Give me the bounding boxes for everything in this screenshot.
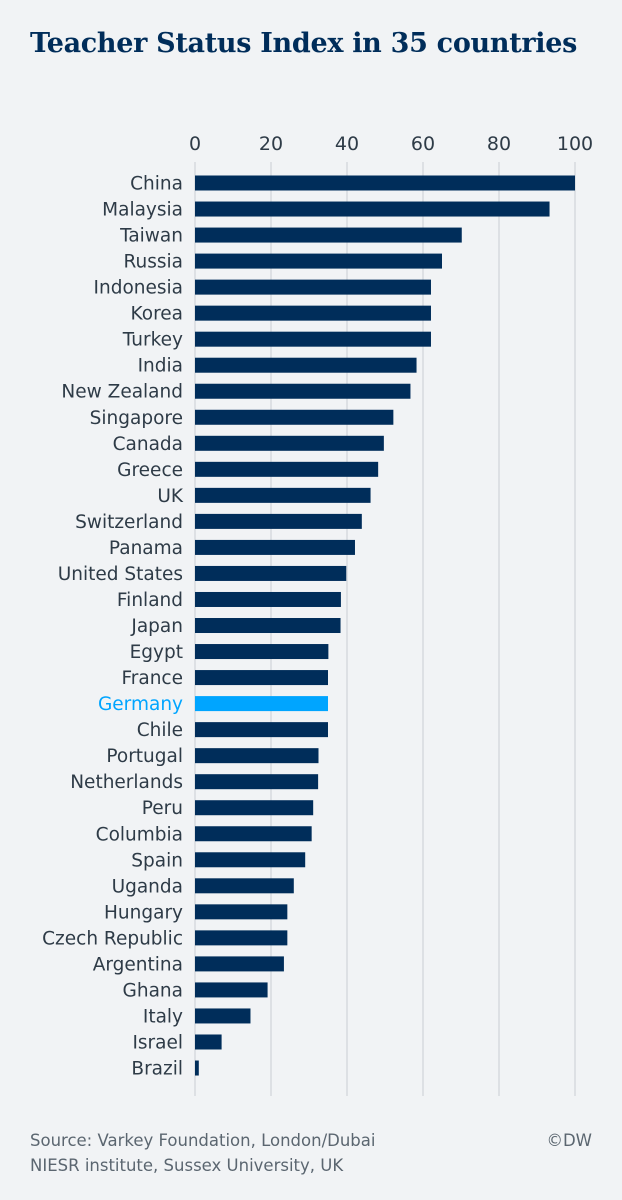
category-label-taiwan: Taiwan <box>119 226 183 247</box>
category-label-columbia: Columbia <box>96 824 183 845</box>
category-label-greece: Greece <box>117 460 183 481</box>
category-label-peru: Peru <box>142 798 183 819</box>
category-label-ghana: Ghana <box>123 980 183 1001</box>
category-label-canada: Canada <box>113 434 183 455</box>
bar-greece <box>195 461 379 477</box>
bar-czech-republic <box>195 930 288 946</box>
bar-singapore <box>195 409 394 425</box>
category-label-finland: Finland <box>117 590 183 611</box>
bar-egypt <box>195 644 329 660</box>
category-label-italy: Italy <box>143 1006 183 1027</box>
category-label-indonesia: Indonesia <box>94 278 183 299</box>
category-label-israel: Israel <box>132 1032 183 1053</box>
bar-panama <box>195 539 355 555</box>
category-label-uganda: Uganda <box>112 876 183 897</box>
source-note: Source: Varkey Foundation, London/Dubai … <box>30 1128 375 1178</box>
bar-hungary <box>195 904 288 920</box>
bar-brazil <box>195 1060 199 1076</box>
category-label-switzerland: Switzerland <box>75 512 183 533</box>
bar-new-zealand <box>195 383 411 399</box>
source-line-1: Source: Varkey Foundation, London/Dubai <box>30 1131 376 1150</box>
bar-ghana <box>195 982 268 998</box>
bar-turkey <box>195 331 431 347</box>
category-label-india: India <box>138 356 183 377</box>
category-label-hungary: Hungary <box>104 902 183 923</box>
bar-france <box>195 670 328 686</box>
bar-chile <box>195 722 328 738</box>
category-label-spain: Spain <box>131 850 183 871</box>
x-tick-label-60: 60 <box>411 133 435 155</box>
category-label-panama: Panama <box>109 538 183 559</box>
category-label-russia: Russia <box>123 252 183 273</box>
x-tick-label-20: 20 <box>259 133 283 155</box>
category-label-chile: Chile <box>137 720 183 741</box>
bar-taiwan <box>195 227 462 243</box>
x-tick-label-80: 80 <box>487 133 511 155</box>
x-tick-label-40: 40 <box>335 133 359 155</box>
bar-india <box>195 357 417 373</box>
dw-credit: ©DW <box>546 1131 592 1150</box>
category-label-germany: Germany <box>98 694 183 715</box>
bar-uganda <box>195 878 294 894</box>
x-tick-label-0: 0 <box>189 133 201 155</box>
category-label-czech-republic: Czech Republic <box>42 928 183 949</box>
bar-malaysia <box>195 201 550 217</box>
bar-argentina <box>195 956 284 972</box>
bar-united-states <box>195 565 347 581</box>
bar-korea <box>195 305 431 321</box>
bar-canada <box>195 435 384 451</box>
bar-indonesia <box>195 279 431 295</box>
category-label-uk: UK <box>157 486 184 507</box>
category-label-korea: Korea <box>131 304 183 325</box>
bar-spain <box>195 852 306 868</box>
category-label-portugal: Portugal <box>106 746 183 767</box>
category-label-japan: Japan <box>130 616 183 637</box>
bar-switzerland <box>195 513 362 529</box>
bar-columbia <box>195 826 312 842</box>
bar-portugal <box>195 748 319 764</box>
bar-netherlands <box>195 774 319 790</box>
bar-russia <box>195 253 442 269</box>
category-label-malaysia: Malaysia <box>102 200 183 221</box>
category-label-new-zealand: New Zealand <box>61 382 183 403</box>
bar-japan <box>195 618 341 634</box>
bar-finland <box>195 591 341 607</box>
category-label-turkey: Turkey <box>122 330 183 351</box>
bar-israel <box>195 1034 222 1050</box>
x-tick-label-100: 100 <box>557 133 593 155</box>
category-label-china: China <box>130 174 183 195</box>
category-label-netherlands: Netherlands <box>70 772 183 793</box>
category-label-brazil: Brazil <box>131 1059 183 1080</box>
category-label-singapore: Singapore <box>90 408 183 429</box>
bar-chart: 0 20 40 60 80 100 China Malaysia Taiwan Russia Ind… <box>42 133 593 1096</box>
category-label-france: France <box>121 668 183 689</box>
category-label-united-states: United States <box>58 564 183 585</box>
chart-title: Teacher Status Index in 35 countries <box>30 28 578 59</box>
bar-germany <box>195 696 328 712</box>
category-label-argentina: Argentina <box>93 954 183 975</box>
bar-uk <box>195 487 371 503</box>
bar-china <box>195 175 575 191</box>
bar-peru <box>195 800 314 816</box>
bar-italy <box>195 1008 251 1024</box>
category-label-egypt: Egypt <box>130 642 183 663</box>
source-line-2: NIESR institute, Sussex University, UK <box>30 1156 344 1175</box>
